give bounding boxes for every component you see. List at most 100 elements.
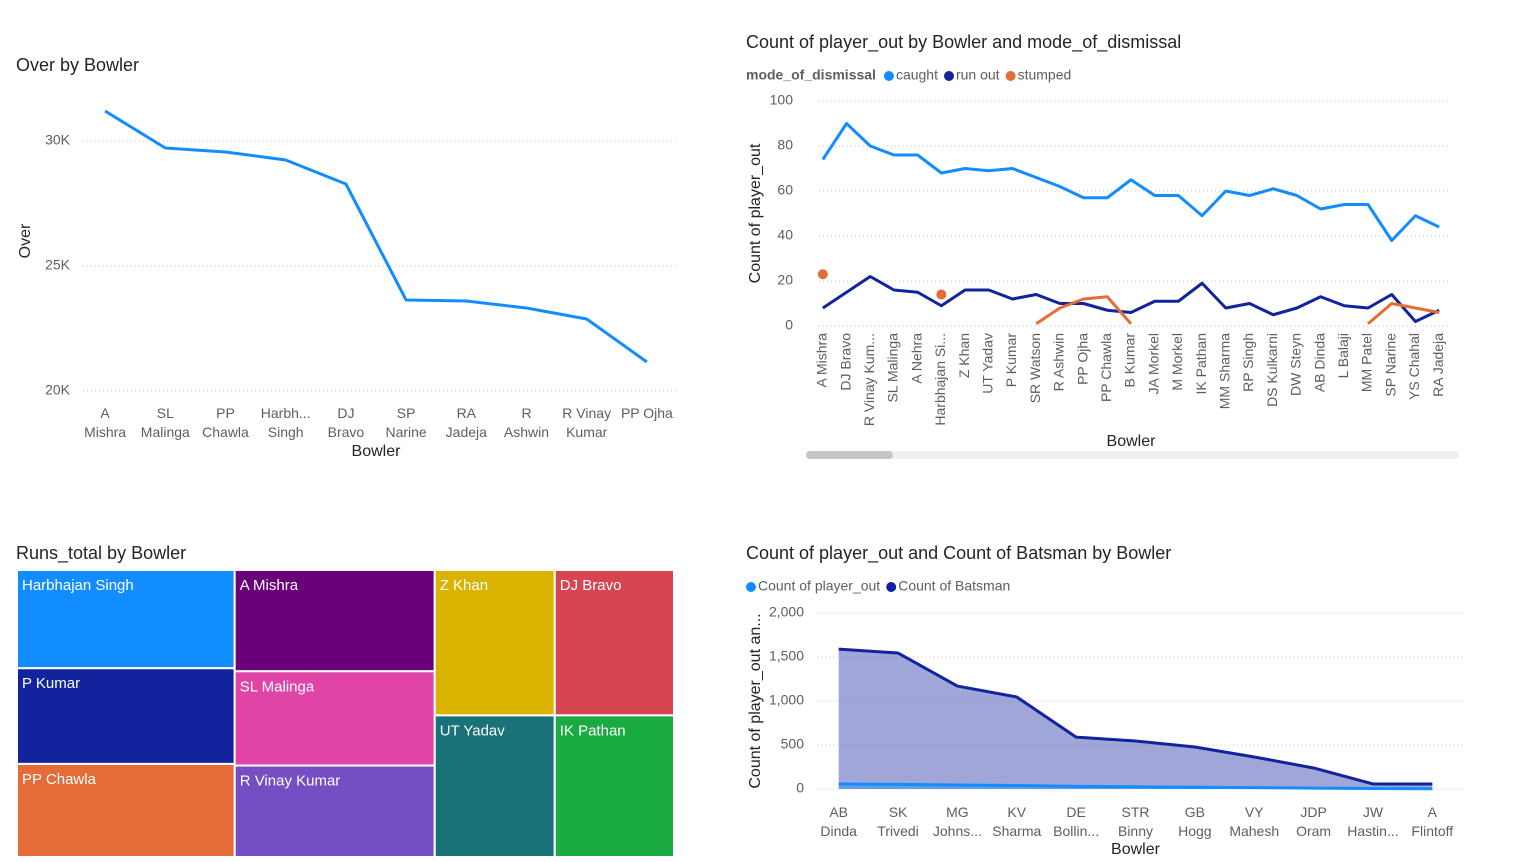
y-tick-label: 0 [796,780,804,796]
treemap-tile [553,714,675,859]
legend-marker [883,71,894,81]
x-tick-label: SL Malinga [885,333,901,403]
tile-label: IK Pathan [560,722,626,739]
tile-label: SL Malinga [240,678,315,695]
line [838,782,1433,791]
x-tick-label: L Balaji [1335,333,1351,378]
x-tick-label: GB Hogg [1178,804,1211,839]
area [838,783,1433,789]
y-tick-label: 20 [777,272,793,288]
legend-marker [943,71,954,81]
chart-title: Runs_total by Bowler [16,543,186,564]
x-tick-label: M Morkel [1169,333,1185,391]
point [817,269,828,280]
tile-label: PP Chawla [22,771,97,788]
legend-marker [1005,71,1016,81]
x-tick-label: R Ashwin [1051,333,1067,391]
x-tick-label: DS Kulkarni [1264,333,1280,407]
treemap-tile [16,762,236,859]
x-tick-label: Harbh... Singh [261,405,311,440]
x-tick-label: MM Patel [1359,333,1375,392]
x-tick-label: IK Pathan [1193,333,1209,395]
tile-label: Z Khan [440,577,488,594]
x-tick-label: DJ Bravo [837,333,853,391]
x-tick-label: SP Narine [385,405,426,440]
tile-label: A Mishra [240,577,299,594]
x-tick-label: VY Mahesh [1229,804,1279,839]
x-tick-label: A Nehra [908,333,924,384]
y-tick-label: 500 [781,736,805,752]
scrollbar-thumb[interactable] [806,451,893,459]
x-tick-label: RA Jadeja [1430,333,1446,397]
x-tick-label: Harbhajan Si... [932,333,948,426]
y-tick-label: 80 [777,137,793,153]
point [936,289,947,300]
legend-label: Count of player_out [758,578,880,594]
line [838,647,1433,786]
line [1367,302,1440,325]
x-axis-title: Bowler [1111,841,1161,858]
y-tick-label: 1,500 [769,648,804,664]
legend-marker [886,582,897,592]
chart-title: Over by Bowler [16,55,139,75]
y-tick-label: 30K [45,132,71,148]
legend-label: run out [956,67,1000,83]
x-tick-label: UT Yadav [979,333,995,394]
y-tick-label: 25K [45,257,71,273]
x-tick-label: PP Ojha [1074,333,1090,385]
x-axis-title: Bowler [1107,433,1157,450]
x-tick-label: SL Malinga [141,405,190,440]
y-tick-label: 1,000 [769,692,804,708]
x-tick-label: P Kumar [1003,333,1019,388]
x-tick-label: YS Chahal [1406,333,1422,400]
tile-label: R Vinay Kumar [240,773,341,790]
x-tick-label: RP Singh [1240,333,1256,392]
treemap-tile [233,764,436,858]
x-tick-label: DW Steyn [1288,333,1304,396]
y-tick-label: 2,000 [769,604,804,620]
x-tick-label: RA Jadeja [446,405,487,440]
tile-label: DJ Bravo [560,577,622,594]
x-tick-label: STR Binny [1118,804,1153,839]
x-tick-label: R Ashwin [504,405,549,440]
treemap-tile [233,569,436,673]
x-tick-label: KV Sharma [992,804,1041,839]
chart-title: Count of player_out and Count of Batsman… [746,543,1171,564]
x-tick-label: JDP Oram [1296,804,1331,839]
tile-label: P Kumar [22,675,80,692]
y-tick-label: 40 [777,227,793,243]
x-tick-label: AB Dinda [1311,333,1327,392]
x-tick-label: R Vinay Kumar [562,405,611,440]
tile-label: Harbhajan Singh [22,577,134,594]
y-tick-label: 100 [770,92,794,108]
x-axis-title: Bowler [352,443,402,460]
line [104,109,648,364]
x-tick-label: PP Ojha [621,405,673,421]
x-tick-label: MM Sharma [1217,333,1233,409]
x-tick-label: PP Chawla [1098,333,1114,402]
x-tick-label: R Vinay Kum... [861,333,877,426]
x-tick-label: MG Johns... [933,804,982,839]
treemap-tile [553,569,675,717]
line [821,122,1440,242]
x-tick-label: Z Khan [956,333,972,378]
scrollbar-track [806,451,1459,459]
x-tick-label: A Flintoff [1411,804,1453,839]
chart-title: Count of player_out by Bowler and mode_o… [746,32,1181,53]
x-tick-label: A Mishra [84,405,126,440]
x-tick-label: JA Morkel [1145,333,1161,394]
x-tick-label: DJ Bravo [328,405,365,440]
x-tick-label: JW Hastin... [1347,804,1398,839]
legend-marker [746,582,756,592]
legend-label: caught [896,67,938,83]
x-tick-label: PP Chawla [202,405,249,440]
x-tick-label: SP Narine [1382,333,1398,397]
y-axis-title: Over [17,223,34,258]
legend-label: stumped [1018,67,1072,83]
line [822,275,1440,323]
x-tick-label: SK Trivedi [877,804,919,839]
tile-label: UT Yadav [440,722,506,739]
y-axis-title: Count of player_out an... [747,613,764,788]
legend-title: mode_of_dismissal [746,67,876,83]
y-tick-label: 60 [777,182,793,198]
